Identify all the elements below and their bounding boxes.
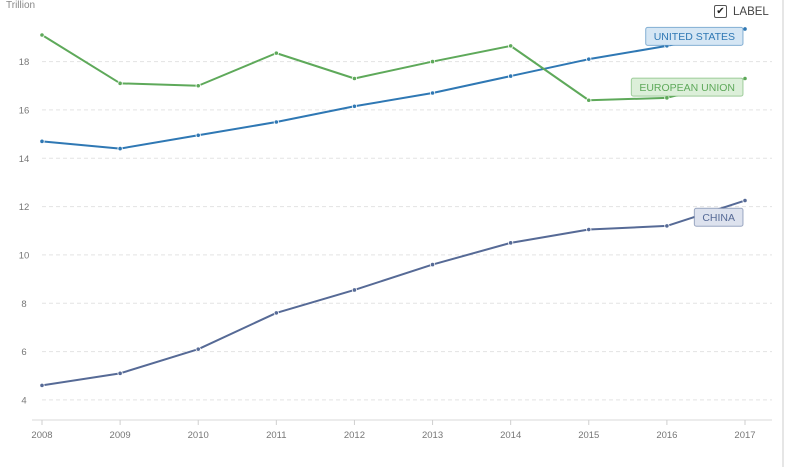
data-point — [39, 32, 45, 38]
series-line — [41, 199, 746, 387]
x-tick-label: 2012 — [344, 430, 365, 441]
data-point — [742, 197, 748, 204]
series-label-box — [630, 77, 744, 97]
series-label-text: EUROPEAN UNION — [639, 82, 735, 94]
data-point — [273, 119, 279, 125]
data-point — [195, 132, 201, 138]
x-tick-label: 2016 — [656, 430, 677, 441]
x-tick-label: 2011 — [266, 430, 286, 441]
data-point — [117, 370, 123, 376]
x-tick-label: 2009 — [110, 430, 131, 441]
data-point — [429, 261, 436, 268]
data-point — [351, 287, 358, 293]
x-tick-label: 2014 — [500, 430, 521, 441]
data-point — [195, 346, 201, 352]
series-label-text: CHINA — [702, 212, 735, 224]
series-label: CHINA — [693, 207, 744, 227]
y-tick-label: 8 — [21, 299, 26, 310]
y-axis-unit-label: Trillion — [6, 0, 36, 11]
data-point — [508, 43, 514, 49]
data-point — [195, 83, 201, 89]
x-tick-label: 2017 — [734, 430, 755, 441]
x-tick-label: 2015 — [578, 430, 599, 441]
y-tick-label: 12 — [19, 202, 30, 213]
series-label-box — [645, 26, 744, 46]
data-point — [117, 80, 123, 86]
data-point — [664, 223, 670, 229]
data-point — [39, 138, 45, 144]
data-point — [117, 145, 123, 152]
series-label-box — [693, 207, 744, 227]
y-tick-label: 10 — [19, 250, 30, 261]
y-tick-label: 14 — [19, 154, 30, 165]
y-tick-label: 16 — [19, 105, 30, 116]
right-border — [782, 0, 784, 467]
data-point — [586, 226, 592, 233]
series-label-text: UNITED STATES — [654, 31, 735, 43]
x-tick-label: 2008 — [31, 430, 52, 441]
data-point — [508, 73, 514, 79]
data-point — [351, 75, 358, 82]
series-line — [41, 27, 746, 150]
x-tick-label: 2010 — [188, 430, 209, 441]
series-label: EUROPEAN UNION — [630, 77, 744, 97]
data-point — [39, 382, 45, 389]
data-point — [273, 50, 279, 56]
data-point — [429, 90, 436, 96]
data-point — [586, 56, 592, 62]
series-label: UNITED STATES — [645, 26, 744, 46]
series-line — [41, 34, 746, 102]
label-toggle-text: LABEL — [733, 5, 769, 18]
y-tick-label: 18 — [19, 57, 30, 68]
data-point — [429, 58, 436, 65]
data-point — [586, 97, 592, 103]
x-tick-label: 2013 — [422, 430, 443, 441]
y-tick-label: 6 — [21, 347, 26, 358]
data-point — [273, 310, 279, 316]
y-tick-label: 4 — [21, 395, 26, 406]
label-toggle[interactable]: ✔ LABEL — [714, 5, 769, 18]
label-checkbox-icon[interactable]: ✔ — [714, 5, 727, 18]
data-point — [508, 240, 514, 246]
data-point — [351, 103, 358, 109]
